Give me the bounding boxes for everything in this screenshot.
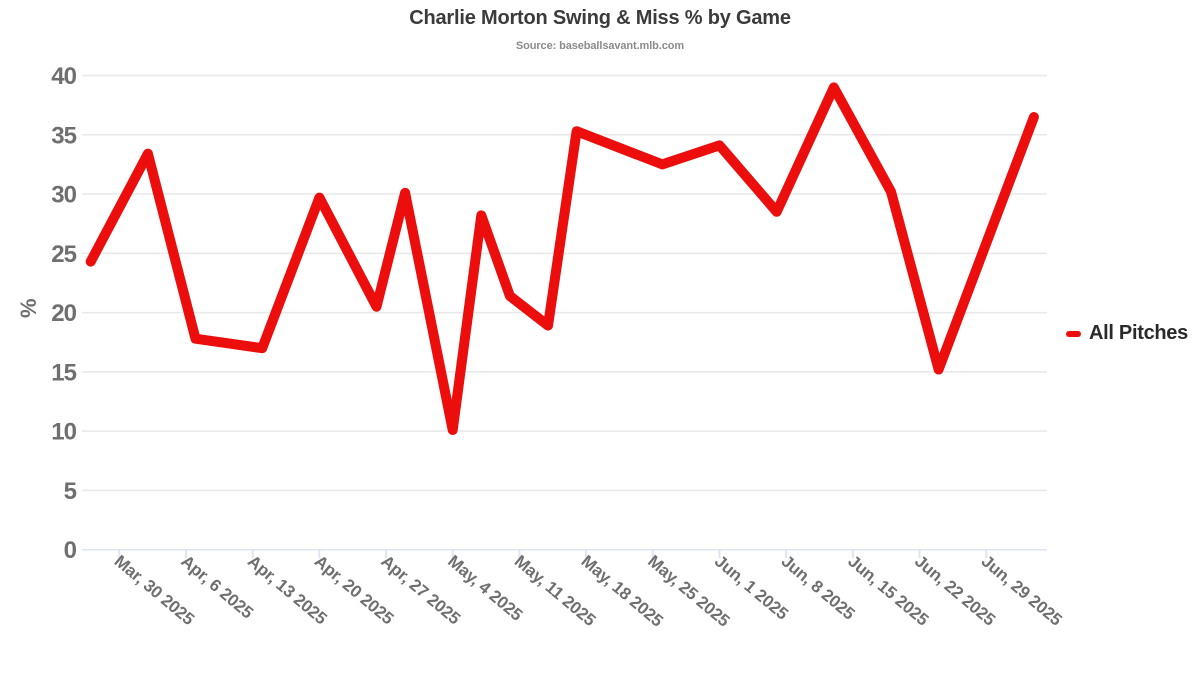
y-tick-label: 35 — [51, 122, 76, 149]
y-tick-label: 15 — [51, 359, 76, 386]
y-tick-label: 0 — [64, 537, 77, 564]
legend-label: All Pitches — [1089, 322, 1188, 344]
chart-title: Charlie Morton Swing & Miss % by Game — [409, 7, 791, 29]
legend-line-marker — [1066, 330, 1081, 337]
chart-source-label: Source: baseballsavant.mlb.com — [515, 40, 685, 52]
y-tick-label: 20 — [51, 300, 76, 327]
series-line-all-pitches — [85, 82, 1039, 435]
legend: All Pitches — [1066, 322, 1188, 345]
legend-item-all-pitches[interactable]: All Pitches — [1066, 322, 1188, 345]
y-tick-label: 25 — [51, 241, 76, 268]
y-tick-label: 40 — [51, 63, 76, 90]
y-tick-label: 30 — [51, 182, 76, 209]
y-tick-label: 5 — [64, 478, 77, 505]
y-tick-label: 10 — [51, 419, 76, 446]
